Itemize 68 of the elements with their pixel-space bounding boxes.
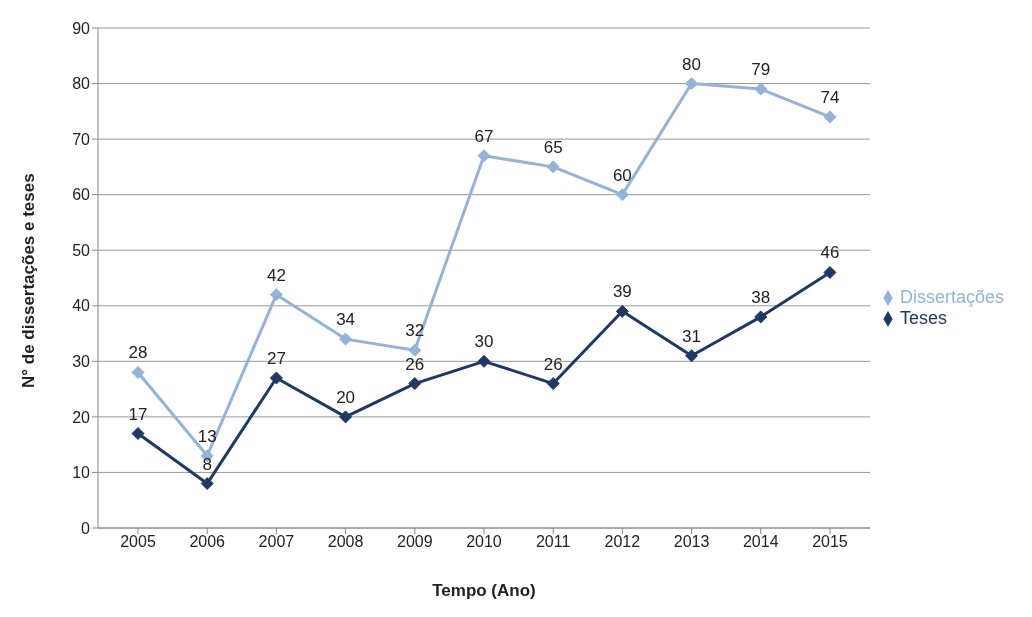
data-label: 65 xyxy=(543,137,563,157)
point xyxy=(200,477,214,491)
x-tick-label: 2008 xyxy=(327,533,364,551)
y-tick-label: 70 xyxy=(72,130,91,148)
y-tick-label: 0 xyxy=(81,519,91,537)
data-label: 28 xyxy=(128,343,148,363)
y-tick-label: 60 xyxy=(72,186,91,204)
x-tick-label: 2015 xyxy=(812,533,848,551)
point xyxy=(269,288,283,302)
point xyxy=(615,304,629,318)
point xyxy=(685,349,699,363)
point xyxy=(754,310,768,324)
data-label: 8 xyxy=(202,454,212,474)
data-label: 20 xyxy=(336,387,356,407)
point xyxy=(269,371,283,385)
point xyxy=(754,82,768,96)
data-label: 13 xyxy=(197,426,217,446)
y-tick-label: 30 xyxy=(72,353,91,371)
y-tick-label: 20 xyxy=(72,408,91,426)
y-tick-label: 50 xyxy=(72,241,91,259)
point xyxy=(339,332,353,346)
x-tick-label: 2013 xyxy=(673,533,710,551)
y-axis-title: N° de dissertações e teses xyxy=(19,173,39,388)
data-label: 67 xyxy=(474,126,494,146)
data-label: 39 xyxy=(612,282,632,302)
point xyxy=(615,188,629,202)
point xyxy=(339,410,353,424)
point xyxy=(408,377,422,391)
point xyxy=(823,110,837,124)
x-tick-label: 2014 xyxy=(742,533,779,551)
point xyxy=(477,149,491,163)
data-label: 74 xyxy=(820,87,840,107)
point xyxy=(823,265,837,279)
y-tick-label: 10 xyxy=(72,464,91,482)
data-label: 30 xyxy=(474,332,494,352)
data-label: 80 xyxy=(682,54,702,74)
data-label: 38 xyxy=(751,287,771,307)
data-label: 34 xyxy=(336,310,356,330)
data-label: 32 xyxy=(405,321,425,341)
point xyxy=(685,77,699,91)
point xyxy=(546,160,560,174)
x-tick-label: 2012 xyxy=(604,533,641,551)
x-axis-title: Tempo (Ano) xyxy=(432,581,536,600)
y-tick-label: 90 xyxy=(72,19,91,37)
x-tick-label: 2009 xyxy=(396,533,433,551)
data-label: 31 xyxy=(682,326,702,346)
x-tick-label: 2005 xyxy=(120,533,156,551)
point xyxy=(131,365,145,379)
y-tick-label: 40 xyxy=(72,297,91,315)
legend-label: Teses xyxy=(899,308,947,328)
x-tick-label: 2006 xyxy=(189,533,226,551)
x-tick-label: 2010 xyxy=(466,533,502,551)
data-label: 79 xyxy=(751,60,771,80)
data-label: 26 xyxy=(543,354,563,374)
point xyxy=(546,377,560,391)
x-tick-label: 2007 xyxy=(258,533,295,551)
y-tick-label: 80 xyxy=(72,75,91,93)
data-label: 17 xyxy=(128,404,148,424)
x-tick-label: 2011 xyxy=(535,533,571,551)
data-label: 27 xyxy=(266,349,286,368)
point xyxy=(131,427,145,441)
data-label: 42 xyxy=(266,265,286,285)
legend-label: Dissertações xyxy=(899,287,1004,307)
point xyxy=(477,354,491,368)
data-label: 26 xyxy=(405,354,425,374)
point xyxy=(408,343,422,357)
data-label: 46 xyxy=(820,243,840,263)
data-label: 60 xyxy=(612,165,632,185)
